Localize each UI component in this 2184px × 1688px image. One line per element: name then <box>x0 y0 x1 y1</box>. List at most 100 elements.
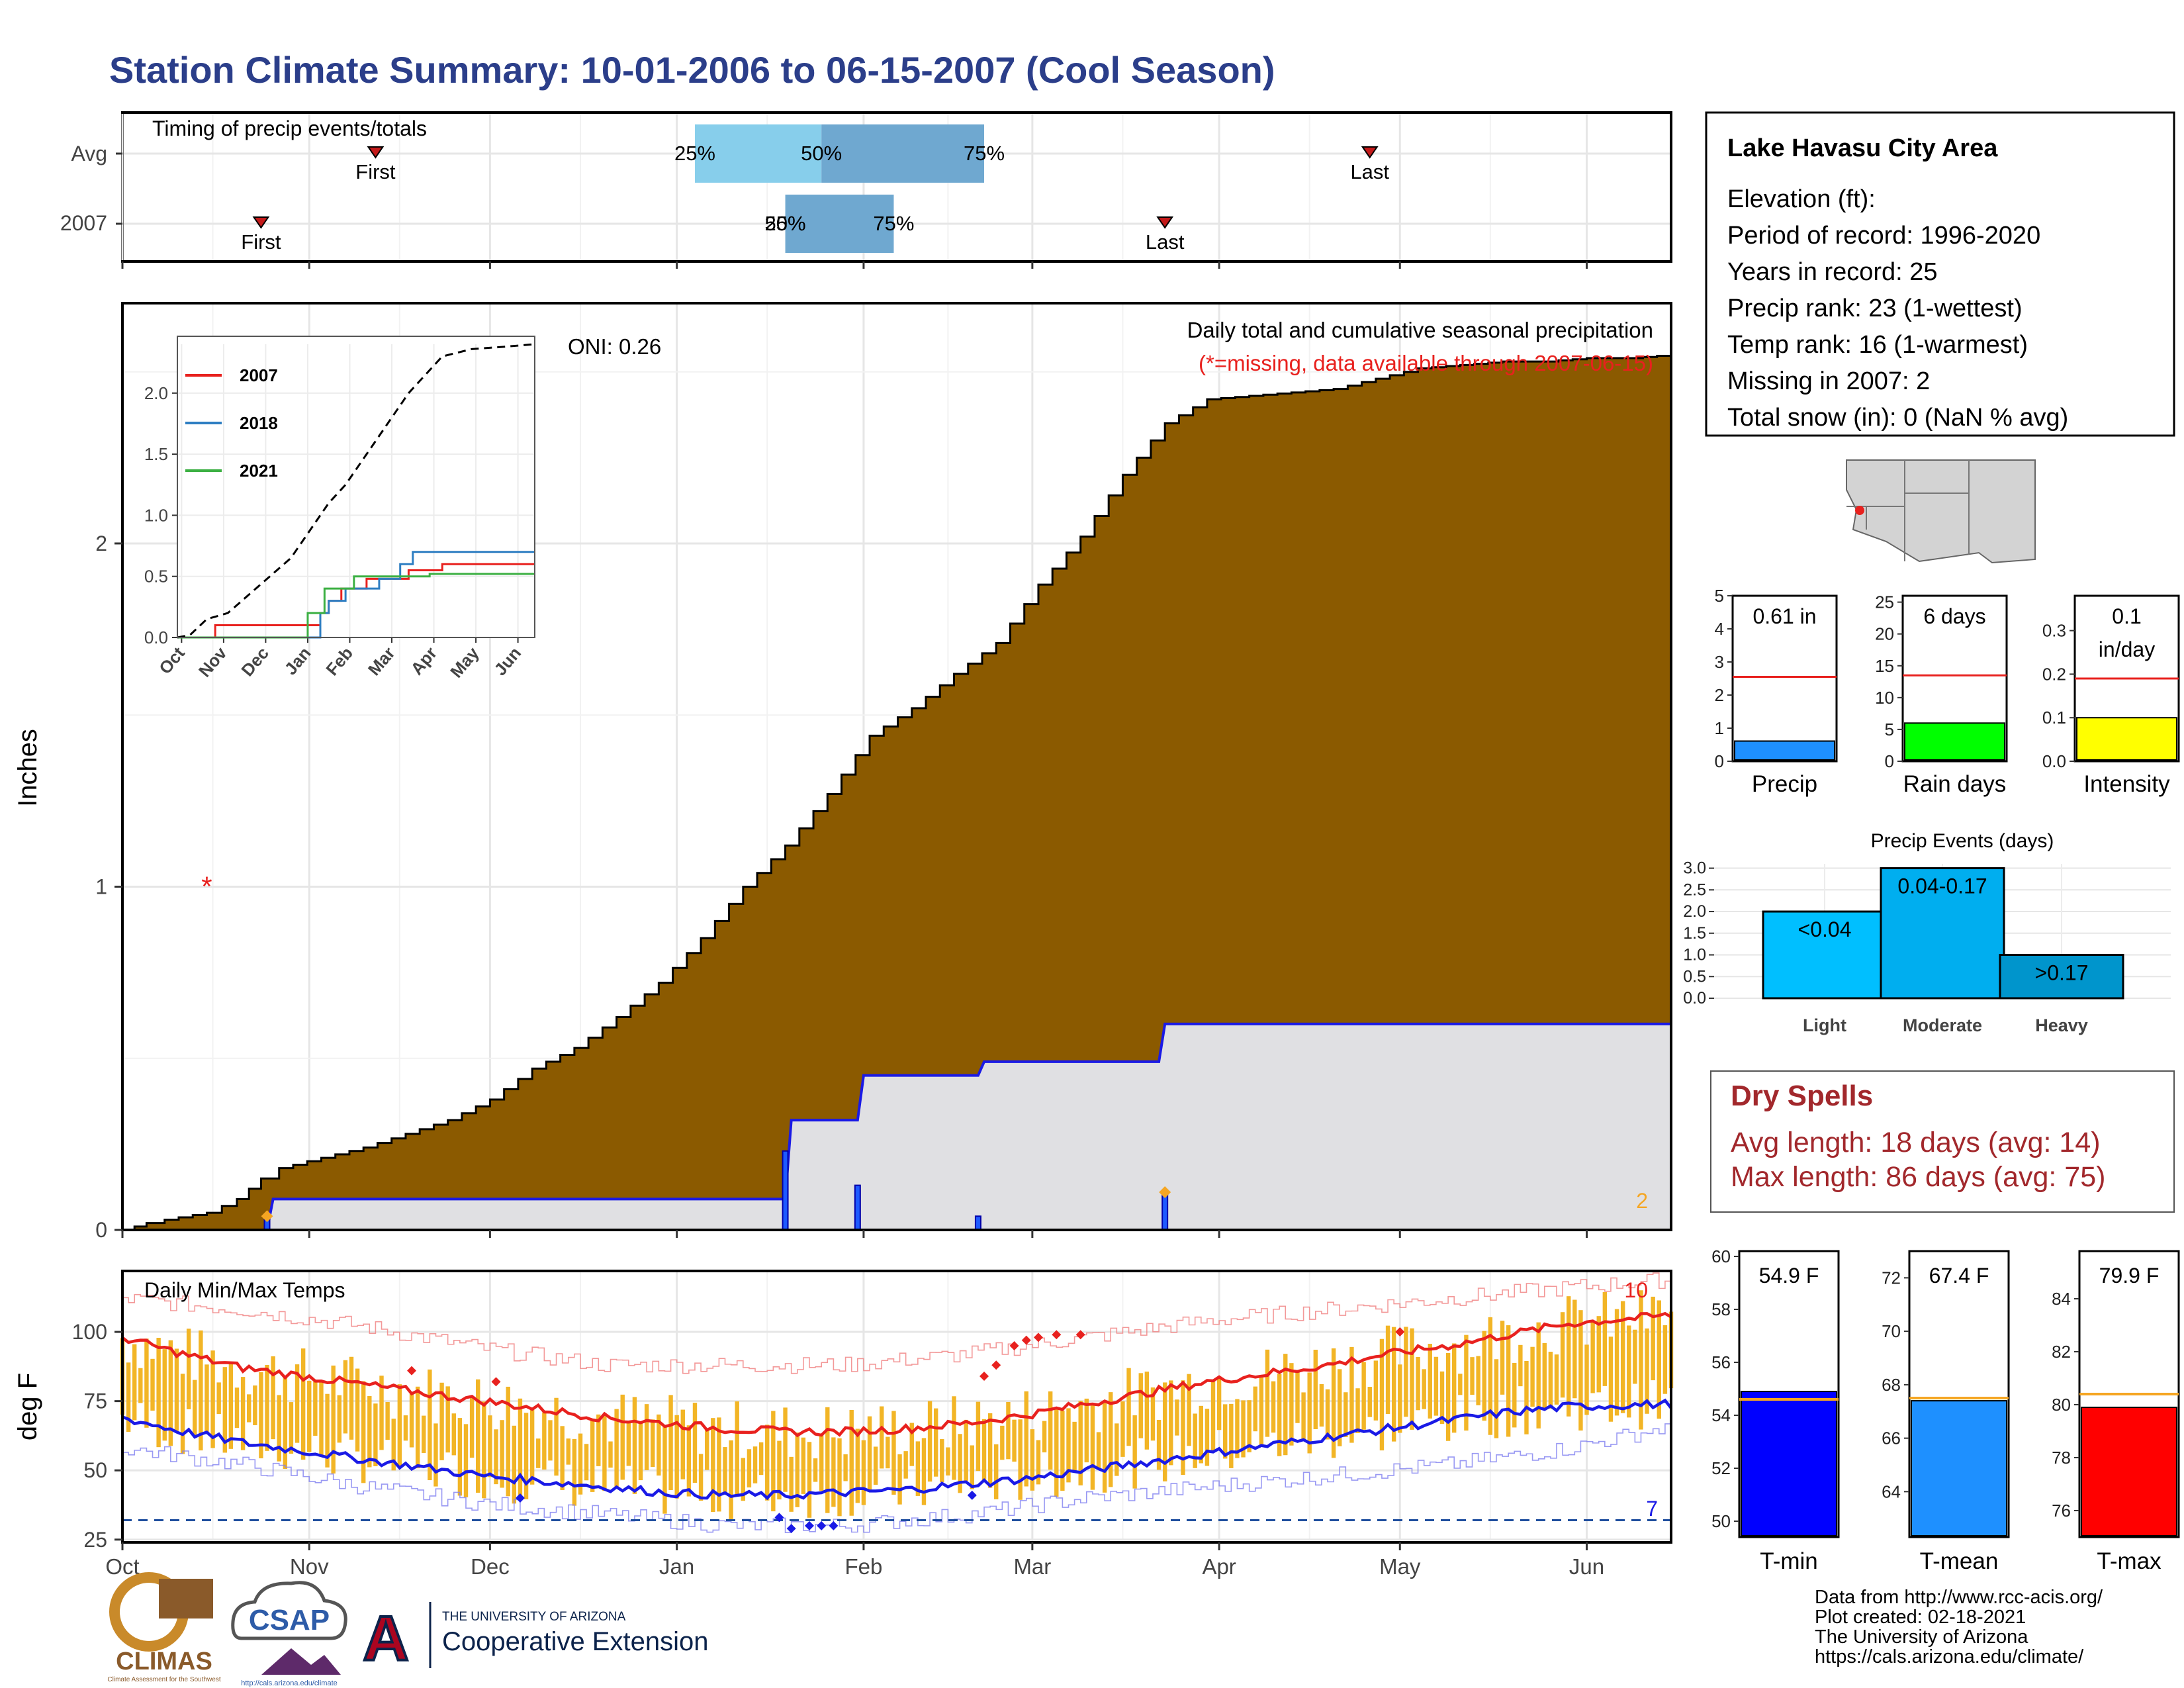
daily-temp-bar <box>1144 1372 1150 1450</box>
precip-y-tick-label: 2 <box>95 532 107 555</box>
timing-label-last: Last <box>1146 230 1185 254</box>
climas-logo-name: CLIMAS <box>116 1648 212 1675</box>
daily-temp-bar <box>1651 1296 1655 1381</box>
timing-marker-first <box>367 146 385 159</box>
daily-temp-bar <box>735 1401 739 1495</box>
daily-temp-bar <box>180 1374 185 1454</box>
timing-label-25: 25% <box>765 212 806 235</box>
dry-spells-avg: Avg length: 18 days (avg: 14) <box>1731 1127 2101 1158</box>
daily-temp-bar <box>457 1418 463 1496</box>
daily-temp-bar <box>651 1419 655 1468</box>
record-high-marker <box>1395 1327 1405 1337</box>
record-high-marker <box>491 1377 501 1387</box>
daily-temp-bar <box>880 1406 884 1469</box>
summary-y-tick-label: 5 <box>1715 586 1724 606</box>
daily-temp-bar <box>608 1441 613 1468</box>
temp-summary-y-tick-label: 78 <box>2052 1448 2071 1468</box>
events-category-label-1: Moderate <box>1903 1015 1982 1035</box>
daily-temp-bar <box>1439 1371 1445 1425</box>
daily-temp-bar <box>283 1376 288 1470</box>
daily-precip-bar <box>974 1215 981 1231</box>
timing-label-last: Last <box>1350 160 1389 183</box>
daily-temp-bar <box>1120 1401 1125 1457</box>
daily-temp-bar <box>439 1382 444 1460</box>
daily-temp-bar <box>1319 1383 1324 1427</box>
daily-temp-bar <box>174 1348 179 1431</box>
timing-label-50: 50% <box>801 142 842 165</box>
daily-temp-bar <box>1422 1369 1426 1409</box>
daily-temp-bar <box>1512 1362 1517 1428</box>
daily-temp-bar <box>1379 1338 1385 1451</box>
daily-temp-bar <box>1181 1380 1185 1475</box>
daily-temp-bar <box>1578 1310 1583 1431</box>
daily-temp-bar <box>849 1409 854 1516</box>
daily-temp-bar <box>1096 1432 1101 1470</box>
temp-summary-bars: 50 52 54 56 58 60 54.9 F T-min 64 66 68 70 72 67.4 F T… <box>1711 1246 2180 1574</box>
daily-temp-bar <box>1458 1374 1463 1395</box>
daily-temp-bar <box>1524 1360 1529 1434</box>
temp-summary-y-tick-label: 82 <box>2052 1342 2071 1362</box>
record-high-marker <box>1021 1335 1031 1345</box>
daily-temp-bar <box>578 1433 583 1495</box>
temp-summary-value-label-1: 67.4 F <box>1929 1264 1989 1288</box>
temp-plot <box>120 1272 1674 1534</box>
daily-temp-bar <box>355 1368 360 1452</box>
daily-temp-bar <box>1445 1352 1451 1441</box>
temp-summary-bar-1 <box>1911 1400 2007 1537</box>
summary-value-label-0: 0.61 in <box>1752 604 1816 628</box>
ua-logo-mark: A <box>363 1603 408 1674</box>
temp-panel: Daily Min/Max Temps 10 7 deg F 25 50 75 100… <box>13 1270 1674 1579</box>
daily-temp-bar <box>253 1385 257 1425</box>
daily-temp-bar <box>1645 1328 1649 1414</box>
daily-temp-bar <box>1452 1343 1457 1433</box>
daily-temp-bar <box>1464 1335 1469 1431</box>
daily-temp-bar <box>837 1438 842 1517</box>
daily-temp-bar <box>1229 1403 1234 1468</box>
precip-plot: * <box>122 354 1672 1231</box>
daily-temp-bar <box>240 1377 246 1450</box>
daily-temp-bar <box>795 1432 799 1507</box>
csap-logo-mountain <box>261 1648 341 1675</box>
daily-temp-bar <box>1271 1381 1276 1433</box>
daily-temp-bar <box>1542 1342 1547 1411</box>
daily-temp-bar <box>560 1426 565 1491</box>
daily-temp-bar <box>506 1386 510 1497</box>
daily-temp-bar <box>1391 1327 1396 1442</box>
record-high-line <box>122 1272 1672 1374</box>
daily-temp-bar <box>940 1439 944 1483</box>
daily-temp-bar <box>1042 1421 1047 1453</box>
daily-temp-bar <box>717 1417 721 1512</box>
daily-temp-bar <box>1169 1380 1173 1466</box>
daily-temp-bar <box>325 1393 330 1468</box>
daily-temp-bar <box>668 1395 673 1490</box>
temp-summary-y-tick-label: 84 <box>2052 1289 2071 1309</box>
precip-y-axis-label: Inches <box>13 729 42 807</box>
daily-temp-bar <box>723 1447 727 1494</box>
daily-temp-bar <box>482 1401 486 1499</box>
timing-label: Timing of precip events/totals <box>152 117 427 140</box>
daily-temp-bar <box>361 1381 366 1483</box>
summary-category-label-2: Intensity <box>2083 771 2170 797</box>
temp-summary-y-tick-label: 72 <box>1882 1268 1901 1288</box>
summary-value-label-2: in/day <box>2099 637 2155 661</box>
daily-temp-bar <box>674 1415 679 1499</box>
daily-temp-bar <box>397 1384 402 1468</box>
summary-y-tick-label: 0 <box>1715 751 1724 771</box>
daily-temp-bar <box>1639 1290 1643 1430</box>
daily-temp-bar <box>1301 1392 1306 1441</box>
daily-temp-bar <box>729 1440 733 1519</box>
daily-temp-bar <box>1216 1378 1222 1430</box>
daily-temp-bar <box>1494 1359 1499 1438</box>
dry-spells-box: Dry Spells Avg length: 18 days (avg: 14)… <box>1710 1070 2175 1213</box>
events-bar-label-2: >0.17 <box>2035 961 2089 985</box>
daily-temp-bar <box>886 1436 890 1469</box>
month-label: Oct <box>105 1554 139 1579</box>
daily-temp-bar <box>590 1419 595 1492</box>
inset-y-tick-label: 0.5 <box>144 567 168 586</box>
daily-temp-bar <box>801 1437 806 1494</box>
daily-temp-bar <box>1138 1373 1143 1438</box>
ua-logo-university: THE UNIVERSITY OF ARIZONA <box>442 1610 626 1624</box>
daily-temp-bar <box>523 1413 529 1499</box>
daily-temp-bar <box>1000 1425 1005 1460</box>
